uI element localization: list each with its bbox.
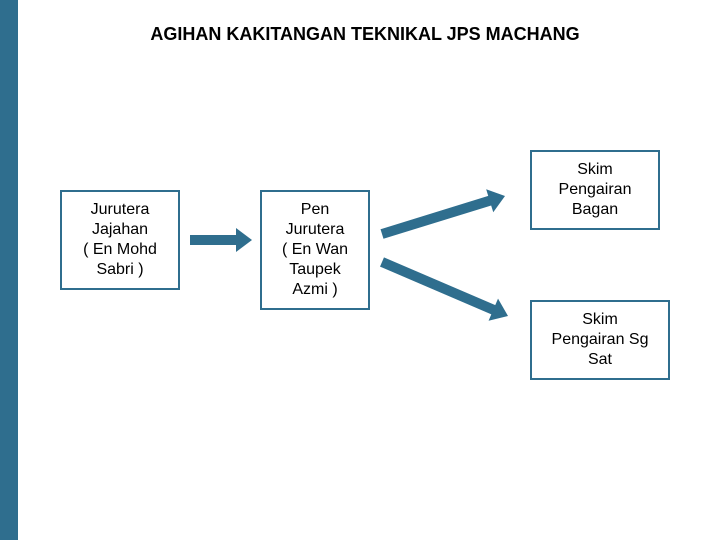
- node-jurutera-jajahan: Jurutera Jajahan ( En Mohd Sabri ): [60, 190, 180, 290]
- arrow-jurutera-to-penjurutera: [166, 216, 276, 264]
- arrow-penjurutera-to-sgsat: [358, 238, 532, 340]
- node-label: Skim Pengairan Bagan: [559, 160, 632, 220]
- node-label: Skim Pengairan Sg Sat: [552, 310, 649, 370]
- node-label: Jurutera Jajahan ( En Mohd Sabri ): [83, 200, 157, 280]
- node-skim-pengairan-bagan: Skim Pengairan Bagan: [530, 150, 660, 230]
- left-accent-stripe: [0, 0, 18, 540]
- node-skim-pengairan-sg-sat: Skim Pengairan Sg Sat: [530, 300, 670, 380]
- page-title: AGIHAN KAKITANGAN TEKNIKAL JPS MACHANG: [130, 24, 600, 45]
- node-label: Pen Jurutera ( En Wan Taupek Azmi ): [282, 200, 348, 300]
- diagram-stage: AGIHAN KAKITANGAN TEKNIKAL JPS MACHANG J…: [0, 0, 720, 540]
- node-pen-jurutera: Pen Jurutera ( En Wan Taupek Azmi ): [260, 190, 370, 310]
